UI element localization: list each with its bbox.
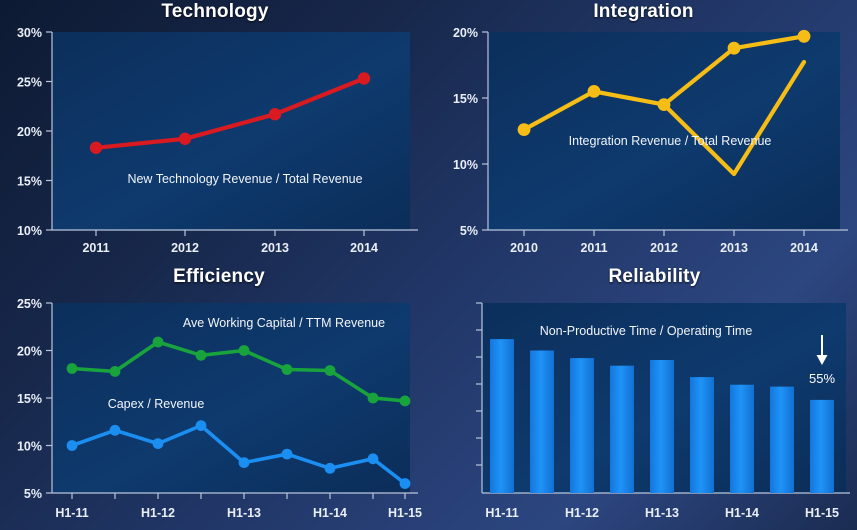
svg-text:H1-14: H1-14 <box>725 506 759 520</box>
series-annotation-capex-revenue: Capex / Revenue <box>108 397 205 411</box>
svg-text:H1-11: H1-11 <box>485 506 518 520</box>
svg-text:5%: 5% <box>24 487 42 501</box>
x-tick-labels-reliability: H1-11 H1-12 H1-13 H1-14 H1-15 <box>485 506 839 520</box>
svg-text:15%: 15% <box>453 92 478 106</box>
svg-text:20%: 20% <box>453 26 478 40</box>
plot-area-efficiency <box>52 303 410 493</box>
bar <box>690 377 714 493</box>
series-line-integration-revenue-fix <box>661 34 807 107</box>
bar <box>730 384 754 493</box>
y-tick-labels-integration: 20% 15% 10% 5% <box>453 26 478 238</box>
svg-text:2014: 2014 <box>350 241 378 255</box>
panel-title-efficiency: Efficiency <box>173 266 265 287</box>
chart-efficiency: 25% 20% 15% 10% 5% H1-11 H1-12 H1-13 H1-… <box>17 297 422 520</box>
svg-text:2012: 2012 <box>171 241 199 255</box>
x-tick-labels-integration: 2010 2011 2012 2013 2014 <box>510 241 818 255</box>
bar <box>810 399 834 493</box>
panel-reliability: Reliability <box>430 265 857 530</box>
series-markers-capex-revenue <box>66 420 411 489</box>
panel-title-reliability: Reliability <box>608 266 701 287</box>
svg-text:H1-12: H1-12 <box>565 506 599 520</box>
axis-technology <box>46 31 418 236</box>
series-annotation-ave-working-capital: Ave Working Capital / TTM Revenue <box>183 316 385 330</box>
x-tick-labels-technology: 2011 2012 2013 2014 <box>82 241 378 255</box>
plot-area-integration <box>488 32 840 230</box>
value-label-55-percent: 55% <box>809 371 835 386</box>
panel-title-technology: Technology <box>161 1 269 22</box>
svg-text:H1-11: H1-11 <box>55 506 88 520</box>
svg-text:25%: 25% <box>17 297 42 311</box>
series-markers-new-technology-revenue <box>89 72 371 154</box>
svg-text:2011: 2011 <box>580 241 607 255</box>
svg-text:2012: 2012 <box>650 241 678 255</box>
bar <box>770 386 794 493</box>
bar <box>650 360 674 493</box>
svg-text:H1-13: H1-13 <box>645 506 679 520</box>
series-markers-ave-working-capital <box>66 336 411 407</box>
svg-text:20%: 20% <box>17 345 42 359</box>
plot-area-technology <box>52 32 410 230</box>
axis-integration <box>482 31 848 236</box>
axis-efficiency <box>46 302 418 499</box>
svg-text:H1-14: H1-14 <box>313 506 347 520</box>
svg-text:10%: 10% <box>17 440 42 454</box>
bar <box>570 358 594 493</box>
svg-text:H1-15: H1-15 <box>388 506 422 520</box>
svg-text:15%: 15% <box>17 175 42 189</box>
svg-text:25%: 25% <box>17 76 42 90</box>
svg-text:30%: 30% <box>17 26 42 40</box>
series-annotation-reliability: Non-Productive Time / Operating Time <box>540 324 753 338</box>
panel-technology: Technology <box>0 0 430 265</box>
panel-integration: Integration <box>430 0 857 265</box>
panel-efficiency: Efficiency <box>0 265 430 530</box>
svg-text:2013: 2013 <box>720 241 748 255</box>
svg-text:10%: 10% <box>453 158 478 172</box>
svg-text:15%: 15% <box>17 392 42 406</box>
y-tick-labels-technology: 30% 25% 20% 15% 10% <box>17 26 42 238</box>
svg-text:2014: 2014 <box>790 241 818 255</box>
svg-text:H1-13: H1-13 <box>227 506 261 520</box>
svg-text:H1-15: H1-15 <box>805 506 839 520</box>
x-tick-labels-efficiency: H1-11 H1-12 H1-13 H1-14 H1-15 <box>55 506 422 520</box>
svg-text:5%: 5% <box>460 224 478 238</box>
chart-reliability: H1-11 H1-12 H1-13 H1-14 H1-15 Non-Produc… <box>476 302 850 520</box>
panel-title-integration: Integration <box>593 1 694 22</box>
y-tick-labels-efficiency: 25% 20% 15% 10% 5% <box>17 297 42 501</box>
down-arrow-icon <box>816 335 828 365</box>
svg-text:2011: 2011 <box>82 241 109 255</box>
svg-text:2013: 2013 <box>261 241 289 255</box>
bar <box>490 339 514 493</box>
bar <box>610 365 634 493</box>
series-line-new-technology-revenue <box>93 76 367 150</box>
chart-integration: 20% 15% 10% 5% 2010 2011 2012 2013 2014 <box>453 26 848 255</box>
bar <box>530 350 554 493</box>
svg-text:20%: 20% <box>17 125 42 139</box>
svg-text:H1-12: H1-12 <box>141 506 175 520</box>
svg-text:2010: 2010 <box>510 241 538 255</box>
series-annotation-integration: Integration Revenue / Total Revenue <box>569 134 772 148</box>
chart-technology: 30% 25% 20% 15% 10% 2011 2012 2013 2014 … <box>17 26 418 255</box>
svg-text:10%: 10% <box>17 224 42 238</box>
bar-series-non-productive-time <box>490 339 834 493</box>
series-annotation-technology: New Technology Revenue / Total Revenue <box>127 172 362 186</box>
